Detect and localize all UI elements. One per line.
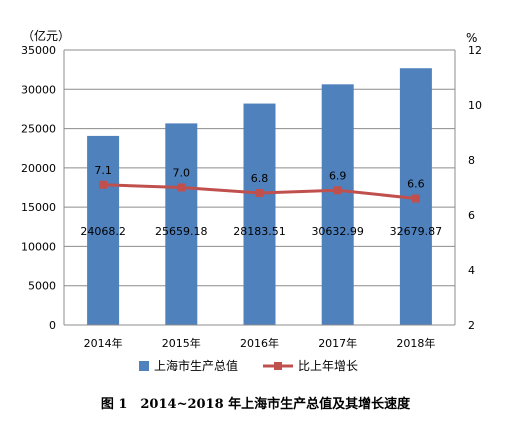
growth-value-label: 7.1 xyxy=(94,164,112,177)
x-tick-label: 2017年 xyxy=(318,336,357,350)
growth-marker xyxy=(411,194,420,203)
legend-label-gdp: 上海市生产总值 xyxy=(154,358,238,373)
left-tick-label: 15000 xyxy=(21,201,56,214)
legend-label-growth: 比上年增长 xyxy=(298,359,358,373)
bar-value-label: 24068.2 xyxy=(80,225,126,238)
growth-marker xyxy=(177,183,186,192)
legend: 上海市生产总值 比上年增长 xyxy=(139,358,358,373)
bar-value-label: 32679.87 xyxy=(390,225,443,238)
bar xyxy=(321,84,354,325)
x-tick-label: 2014年 xyxy=(84,336,123,350)
left-tick-label: 30000 xyxy=(21,83,56,96)
right-tick-label: 2 xyxy=(468,319,475,332)
chart: （亿元） % 0 5000 10000 15000 20000 25000 30000 350… xyxy=(21,28,482,373)
left-tick-label: 25000 xyxy=(21,123,56,136)
left-tick-label: 0 xyxy=(49,319,56,332)
right-tick-label: 10 xyxy=(468,99,482,112)
bar xyxy=(243,103,276,325)
right-tick-label: 12 xyxy=(468,44,482,57)
x-tick-label: 2016年 xyxy=(240,336,279,350)
bar-series xyxy=(87,68,432,326)
x-tick-label: 2015年 xyxy=(162,336,201,350)
growth-value-label: 6.8 xyxy=(251,172,269,185)
line-series xyxy=(99,180,420,203)
data-labels: 24068.2 25659.18 28183.51 30632.99 32679.87 7… xyxy=(80,164,442,238)
right-tick-label: 6 xyxy=(468,209,475,222)
left-tick-label: 5000 xyxy=(28,280,56,293)
bar-value-label: 30632.99 xyxy=(311,225,364,238)
left-axis-unit: （亿元） xyxy=(22,28,70,43)
left-tick-label: 10000 xyxy=(21,240,56,253)
bar xyxy=(165,123,198,326)
growth-marker xyxy=(333,186,342,195)
left-tick-label: 35000 xyxy=(21,44,56,57)
legend-swatch-growth-marker xyxy=(274,362,282,370)
legend-swatch-gdp xyxy=(139,361,149,371)
x-tick-label: 2018年 xyxy=(396,336,435,350)
axes: 0 5000 10000 15000 20000 25000 30000 35000 2 4 6 8 1… xyxy=(21,44,482,350)
right-tick-label: 8 xyxy=(468,154,475,167)
growth-value-label: 6.9 xyxy=(329,169,347,182)
growth-value-label: 7.0 xyxy=(173,167,191,180)
bar-value-label: 25659.18 xyxy=(155,225,208,238)
bar xyxy=(87,135,120,325)
figure-caption: 图 1 2014~2018 年上海市生产总值及其增长速度 xyxy=(100,397,411,412)
left-tick-label: 20000 xyxy=(21,162,56,175)
growth-value-label: 6.6 xyxy=(407,178,425,191)
growth-marker xyxy=(255,189,264,197)
right-tick-label: 4 xyxy=(468,264,475,277)
growth-marker xyxy=(99,180,108,189)
bar-value-label: 28183.51 xyxy=(233,225,286,238)
right-axis-unit: % xyxy=(466,31,477,45)
